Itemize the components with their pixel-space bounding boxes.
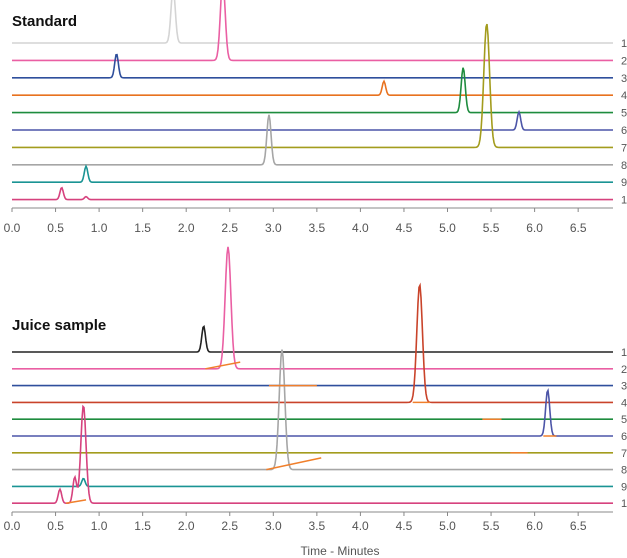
x-tick-label: 3.5: [309, 221, 326, 235]
x-tick-label: 5.5: [483, 221, 500, 235]
x-tick-label: 1.0: [91, 221, 108, 235]
trace-label-7: 7: [621, 448, 627, 460]
trace-8: [12, 349, 613, 471]
trace-2: [12, 246, 613, 370]
x-tick-label: 4.0: [352, 221, 369, 235]
trace-label-7: 7: [621, 142, 627, 154]
trace-label-8: 8: [621, 465, 627, 477]
trace-label-5: 5: [621, 108, 627, 120]
trace-10: [12, 404, 613, 504]
trace-label-6: 6: [621, 125, 627, 137]
trace-label-9: 9: [621, 481, 627, 493]
x-tick-label: 3.0: [265, 519, 282, 533]
x-tick-label: 3.5: [309, 519, 326, 533]
trace-label-8: 8: [621, 160, 627, 172]
trace-4: [12, 282, 613, 404]
x-tick-label: 4.5: [396, 519, 413, 533]
trace-label-4: 4: [621, 397, 627, 409]
trace-6: [12, 109, 613, 131]
x-tick-label: 5.0: [439, 519, 456, 533]
trace-8: [12, 114, 613, 166]
x-tick-label: 2.5: [221, 221, 238, 235]
x-tick-label: 1.5: [134, 221, 151, 235]
trace-3: [12, 53, 613, 79]
trace-label-4: 4: [621, 90, 627, 102]
x-tick-label: 6.5: [570, 519, 587, 533]
x-tick-label: 6.0: [526, 221, 543, 235]
x-tick-label: 2.0: [178, 519, 195, 533]
trace-4: [12, 79, 613, 96]
trace-label-1: 1: [621, 347, 627, 359]
trace-label-3: 3: [621, 381, 627, 393]
x-tick-label: 6.0: [526, 519, 543, 533]
trace-7: [12, 23, 613, 149]
integration-marker: [266, 457, 322, 471]
trace-label-1: 1: [621, 38, 627, 50]
trace-label-3: 3: [621, 73, 627, 85]
trace-9: [12, 164, 613, 183]
trace-label-2: 2: [621, 55, 627, 67]
x-tick-label: 1.5: [134, 519, 151, 533]
trace-1: [12, 0, 613, 44]
x-tick-label: 0.5: [47, 221, 64, 235]
x-tick-label: 6.5: [570, 221, 587, 235]
trace-label-2: 2: [621, 364, 627, 376]
trace-2: [12, 0, 613, 62]
juice-sample-panel: Juice sample 1 2 3 4 5 6 7 8 9 10 0.0 0.5 1.0 1.5 2.0 2…: [4, 246, 627, 533]
standard-panel: Standard 1 2 3 4 5 6 7 8 9 10 0.0 0.5 1.0 1.5 2.0 2.5 3.…: [4, 0, 627, 235]
x-tick-label: 2.0: [178, 221, 195, 235]
x-tick-label: 5.0: [439, 221, 456, 235]
x-axis-title: Time - Minutes: [301, 544, 380, 558]
trace-label-5: 5: [621, 414, 627, 426]
trace-9: [12, 477, 613, 488]
trace-10: [12, 186, 613, 201]
x-tick-label: 0.0: [4, 221, 21, 235]
trace-label-9: 9: [621, 177, 627, 189]
trace-label-6: 6: [621, 431, 627, 443]
integration-marker: [205, 361, 241, 370]
trace-label-10: 10: [621, 498, 627, 510]
x-tick-label: 2.5: [221, 519, 238, 533]
integration-marker: [65, 499, 87, 504]
x-tick-label: 0.0: [4, 519, 21, 533]
trace-label-10: 10: [621, 195, 627, 207]
trace-5: [12, 67, 613, 114]
x-tick-label: 3.0: [265, 221, 282, 235]
juice-sample-panel-title: Juice sample: [12, 317, 106, 334]
x-tick-label: 1.0: [91, 519, 108, 533]
trace-1: [12, 324, 613, 353]
x-tick-label: 0.5: [47, 519, 64, 533]
x-tick-label: 5.5: [483, 519, 500, 533]
standard-panel-title: Standard: [12, 13, 77, 30]
x-tick-label: 4.0: [352, 519, 369, 533]
x-tick-label: 4.5: [396, 221, 413, 235]
trace-6: [12, 388, 613, 437]
